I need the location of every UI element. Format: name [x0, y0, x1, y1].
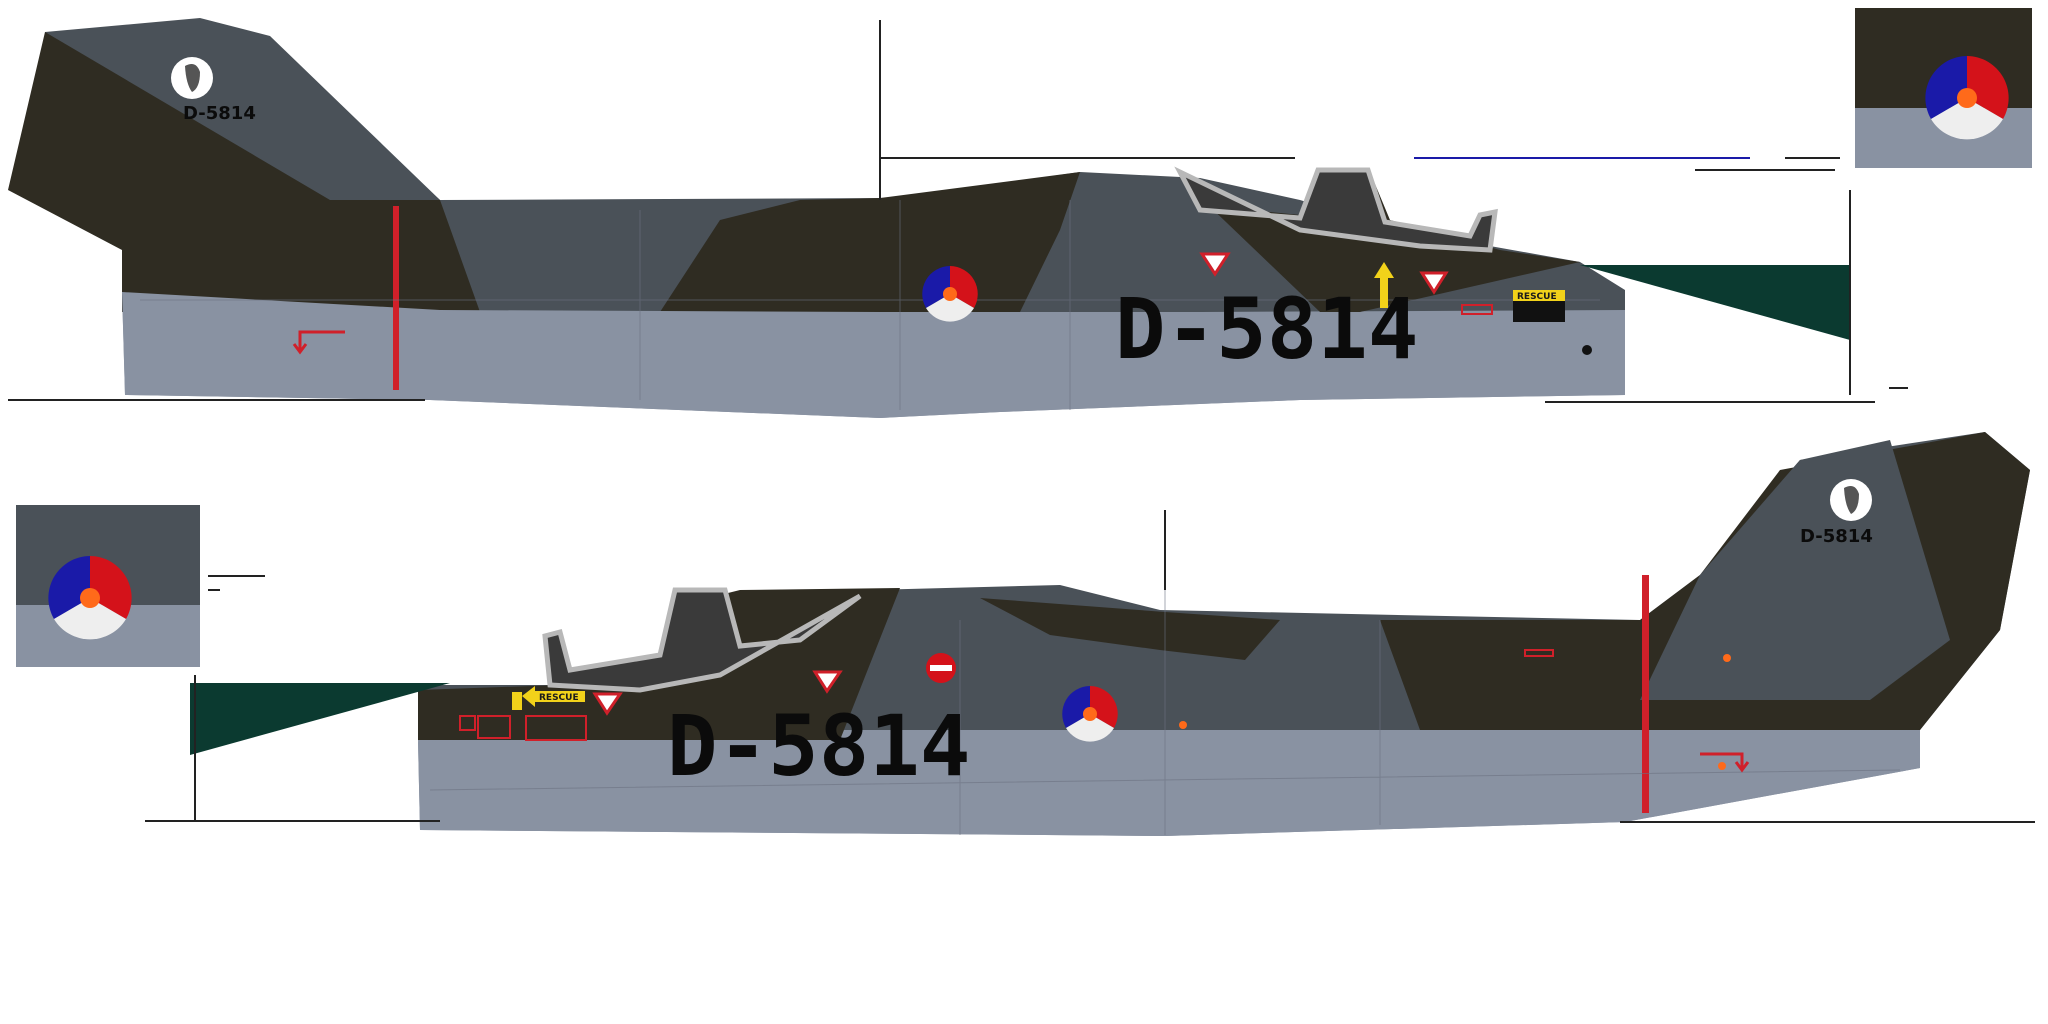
- lower-orange-dot: [1718, 762, 1726, 770]
- upper-belly: [122, 292, 1625, 418]
- warning-triangle-icon: [1199, 252, 1231, 277]
- upper-guide-lines: [8, 20, 1908, 403]
- lower-orange-dot: [1723, 654, 1731, 662]
- upper-canopy-frame: [1174, 166, 1498, 253]
- no-entry-icon: [926, 653, 956, 683]
- lower-parrot-emblem: D-5814: [1800, 479, 1873, 547]
- warning-triangle-icon: [592, 692, 623, 716]
- lower-rescue-placard: RESCUE: [459, 686, 587, 741]
- lower-red-tab: [1524, 649, 1554, 657]
- upper-black-dot: [1582, 345, 1592, 355]
- lower-nose-radome: [190, 683, 450, 755]
- lower-big-serial: D-5814: [667, 697, 970, 795]
- lower-fuselage-profile: [190, 432, 2030, 836]
- upper-parrot-emblem: D-5814: [171, 57, 256, 124]
- upper-camo-dark-tail: [8, 32, 480, 312]
- roundel-swatch-top: [1855, 8, 2032, 168]
- lower-tail-fin-grey: [1640, 440, 1950, 700]
- red-placard-3: [459, 715, 476, 731]
- roundel-center: [943, 287, 957, 301]
- red-placard-2: [525, 715, 587, 741]
- warning-triangle-icon: [1419, 271, 1449, 295]
- lower-guide-lines: [145, 510, 2035, 823]
- roundel-blue: [922, 266, 950, 308]
- upper-big-serial: D-5814: [1115, 280, 1418, 378]
- lower-tail-serial: D-5814: [1800, 526, 1873, 547]
- upper-nose-radome: [1580, 265, 1850, 340]
- lower-canopy-frame: [542, 587, 862, 693]
- lower-red-stripe: [1642, 575, 1649, 813]
- upper-fuselage-profile: [8, 18, 1850, 418]
- parrot-silhouette: [185, 64, 200, 92]
- lower-belly: [418, 730, 1920, 836]
- lower-orange-dot: [1179, 721, 1187, 729]
- arrow-icon: [1374, 262, 1394, 308]
- upper-red-stripe: [393, 206, 399, 390]
- parrot-silhouette: [1844, 486, 1859, 514]
- roundel-icon: [48, 556, 132, 640]
- lower-roundel: [1062, 686, 1118, 742]
- yellow-marker: [512, 692, 522, 710]
- upper-roundel: [922, 266, 978, 322]
- roundel-white: [926, 294, 974, 322]
- lower-red-arrow: [1700, 752, 1750, 773]
- upper-red-placard: [1461, 304, 1493, 315]
- roundel-swatch-left: [16, 505, 200, 667]
- warning-triangle-icon: [812, 670, 843, 694]
- upper-rescue-placard: RESCUE: [1513, 290, 1565, 322]
- upper-rescue-text: RESCUE: [1517, 292, 1557, 302]
- roundel-red: [950, 266, 978, 308]
- lower-camo-dark-mid: [980, 598, 1280, 660]
- upper-panel-lines: [140, 200, 1600, 410]
- red-placard-1: [477, 715, 511, 739]
- arrow-icon: [522, 686, 585, 707]
- upper-red-arrow: [292, 330, 345, 355]
- lower-rescue-text: RESCUE: [539, 693, 579, 703]
- roundel-icon: [1925, 56, 2009, 140]
- upper-tail-fin-grey: [45, 18, 440, 200]
- upper-tail-serial: D-5814: [183, 103, 256, 124]
- rescue-strip: [1513, 290, 1565, 301]
- lower-panel-lines: [429, 590, 1901, 835]
- upper-camo-dark-mid: [660, 172, 1080, 312]
